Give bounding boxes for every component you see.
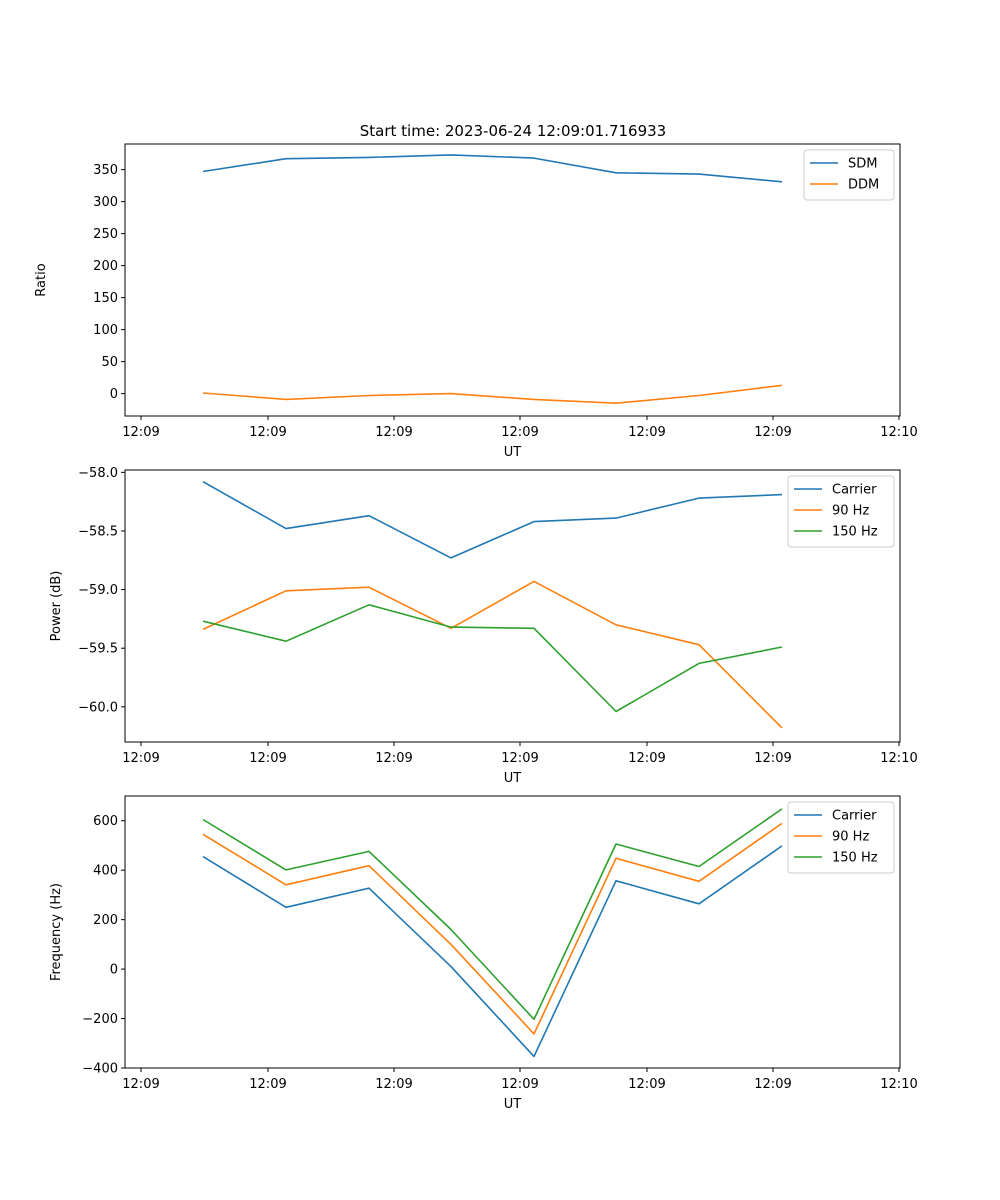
figure-title: Start time: 2023-06-24 12:09:01.716933	[360, 122, 666, 140]
series-line-150-hz	[202, 808, 783, 1021]
y-tick-label: 150	[93, 291, 118, 306]
legend-label: 150 Hz	[832, 851, 878, 866]
y-tick-label: 250	[93, 227, 118, 242]
y-tick-label: 50	[101, 355, 118, 370]
legend-label: 90 Hz	[832, 830, 869, 845]
y-tick-label: −58.0	[78, 466, 118, 481]
x-tick-label: 12:10	[880, 425, 917, 440]
x-tick-label: 12:09	[249, 751, 286, 766]
x-tick-label: 12:09	[501, 425, 538, 440]
subplots: 12:09 12:09 12:09 12:09 12:09 12:09 12:10 0 50 10…	[34, 143, 918, 1112]
x-tick-label: 12:09	[628, 751, 665, 766]
y-tick-label: 200	[93, 913, 118, 928]
series-line-ddm	[202, 384, 783, 405]
x-tick-label: 12:09	[501, 751, 538, 766]
x-tick-label: 12:09	[249, 1077, 286, 1092]
series-line-sdm	[202, 154, 783, 183]
x-tick-label: 12:09	[375, 425, 412, 440]
y-tick-label: 200	[93, 259, 118, 274]
y-axis-label: Frequency (Hz)	[49, 883, 64, 981]
series-line-90-hz	[202, 580, 783, 729]
x-tick-label: 12:09	[628, 425, 665, 440]
y-tick-label: 0	[110, 963, 118, 978]
x-tick-label: 12:09	[249, 425, 286, 440]
y-tick-label: 600	[93, 814, 118, 829]
y-axis-label: Power (dB)	[49, 571, 64, 642]
x-tick-label: 12:09	[122, 1077, 159, 1092]
x-tick-label: 12:09	[754, 425, 791, 440]
x-tick-label: 12:09	[628, 1077, 665, 1092]
y-tick-label: −59.0	[78, 583, 118, 598]
series-line-150-hz	[202, 603, 783, 713]
x-tick-label: 12:09	[375, 751, 412, 766]
axes-frame	[124, 143, 901, 417]
y-tick-label: 350	[93, 163, 118, 178]
subplot-2: 12:09 12:09 12:09 12:09 12:09 12:09 12:10 −60.0…	[49, 466, 918, 786]
x-tick-label: 12:09	[122, 751, 159, 766]
y-tick-label: 300	[93, 195, 118, 210]
y-tick-label: −59.5	[78, 642, 118, 657]
legend-label: DDM	[848, 178, 879, 193]
x-tick-label: 12:09	[754, 751, 791, 766]
series-line-carrier	[202, 481, 783, 559]
legend-box	[787, 801, 895, 874]
y-tick-label: −60.0	[78, 700, 118, 715]
legend-box	[787, 475, 895, 548]
y-tick-label: −400	[82, 1062, 118, 1077]
y-tick-label: 0	[110, 387, 118, 402]
y-tick-label: 400	[93, 864, 118, 879]
y-tick-label: −58.5	[78, 524, 118, 539]
legend-label: Carrier	[832, 483, 877, 498]
x-tick-label: 12:09	[754, 1077, 791, 1092]
x-axis-label: UT	[504, 445, 522, 460]
x-tick-label: 12:10	[880, 1077, 917, 1092]
axes-frame	[124, 469, 901, 743]
legend-label: 150 Hz	[832, 525, 878, 540]
axes-frame	[124, 795, 901, 1069]
x-tick-label: 12:09	[375, 1077, 412, 1092]
x-tick-label: 12:09	[501, 1077, 538, 1092]
legend-label: SDM	[848, 157, 877, 172]
series-line-carrier	[202, 845, 783, 1058]
subplot-1: 12:09 12:09 12:09 12:09 12:09 12:09 12:10 0 50 10…	[34, 143, 918, 460]
legend-label: Carrier	[832, 809, 877, 824]
x-axis-label: UT	[504, 771, 522, 786]
series-line-90-hz	[202, 822, 783, 1035]
y-tick-label: 100	[93, 323, 118, 338]
subplot-3: 12:09 12:09 12:09 12:09 12:09 12:09 12:10 −400 −…	[49, 795, 918, 1112]
x-tick-label: 12:09	[122, 425, 159, 440]
legend-label: 90 Hz	[832, 504, 869, 519]
x-tick-label: 12:10	[880, 751, 917, 766]
y-tick-label: −200	[82, 1012, 118, 1027]
y-axis-label: Ratio	[34, 263, 49, 296]
x-axis-label: UT	[504, 1097, 522, 1112]
